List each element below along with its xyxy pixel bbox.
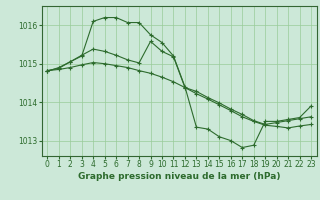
X-axis label: Graphe pression niveau de la mer (hPa): Graphe pression niveau de la mer (hPa) xyxy=(78,172,280,181)
